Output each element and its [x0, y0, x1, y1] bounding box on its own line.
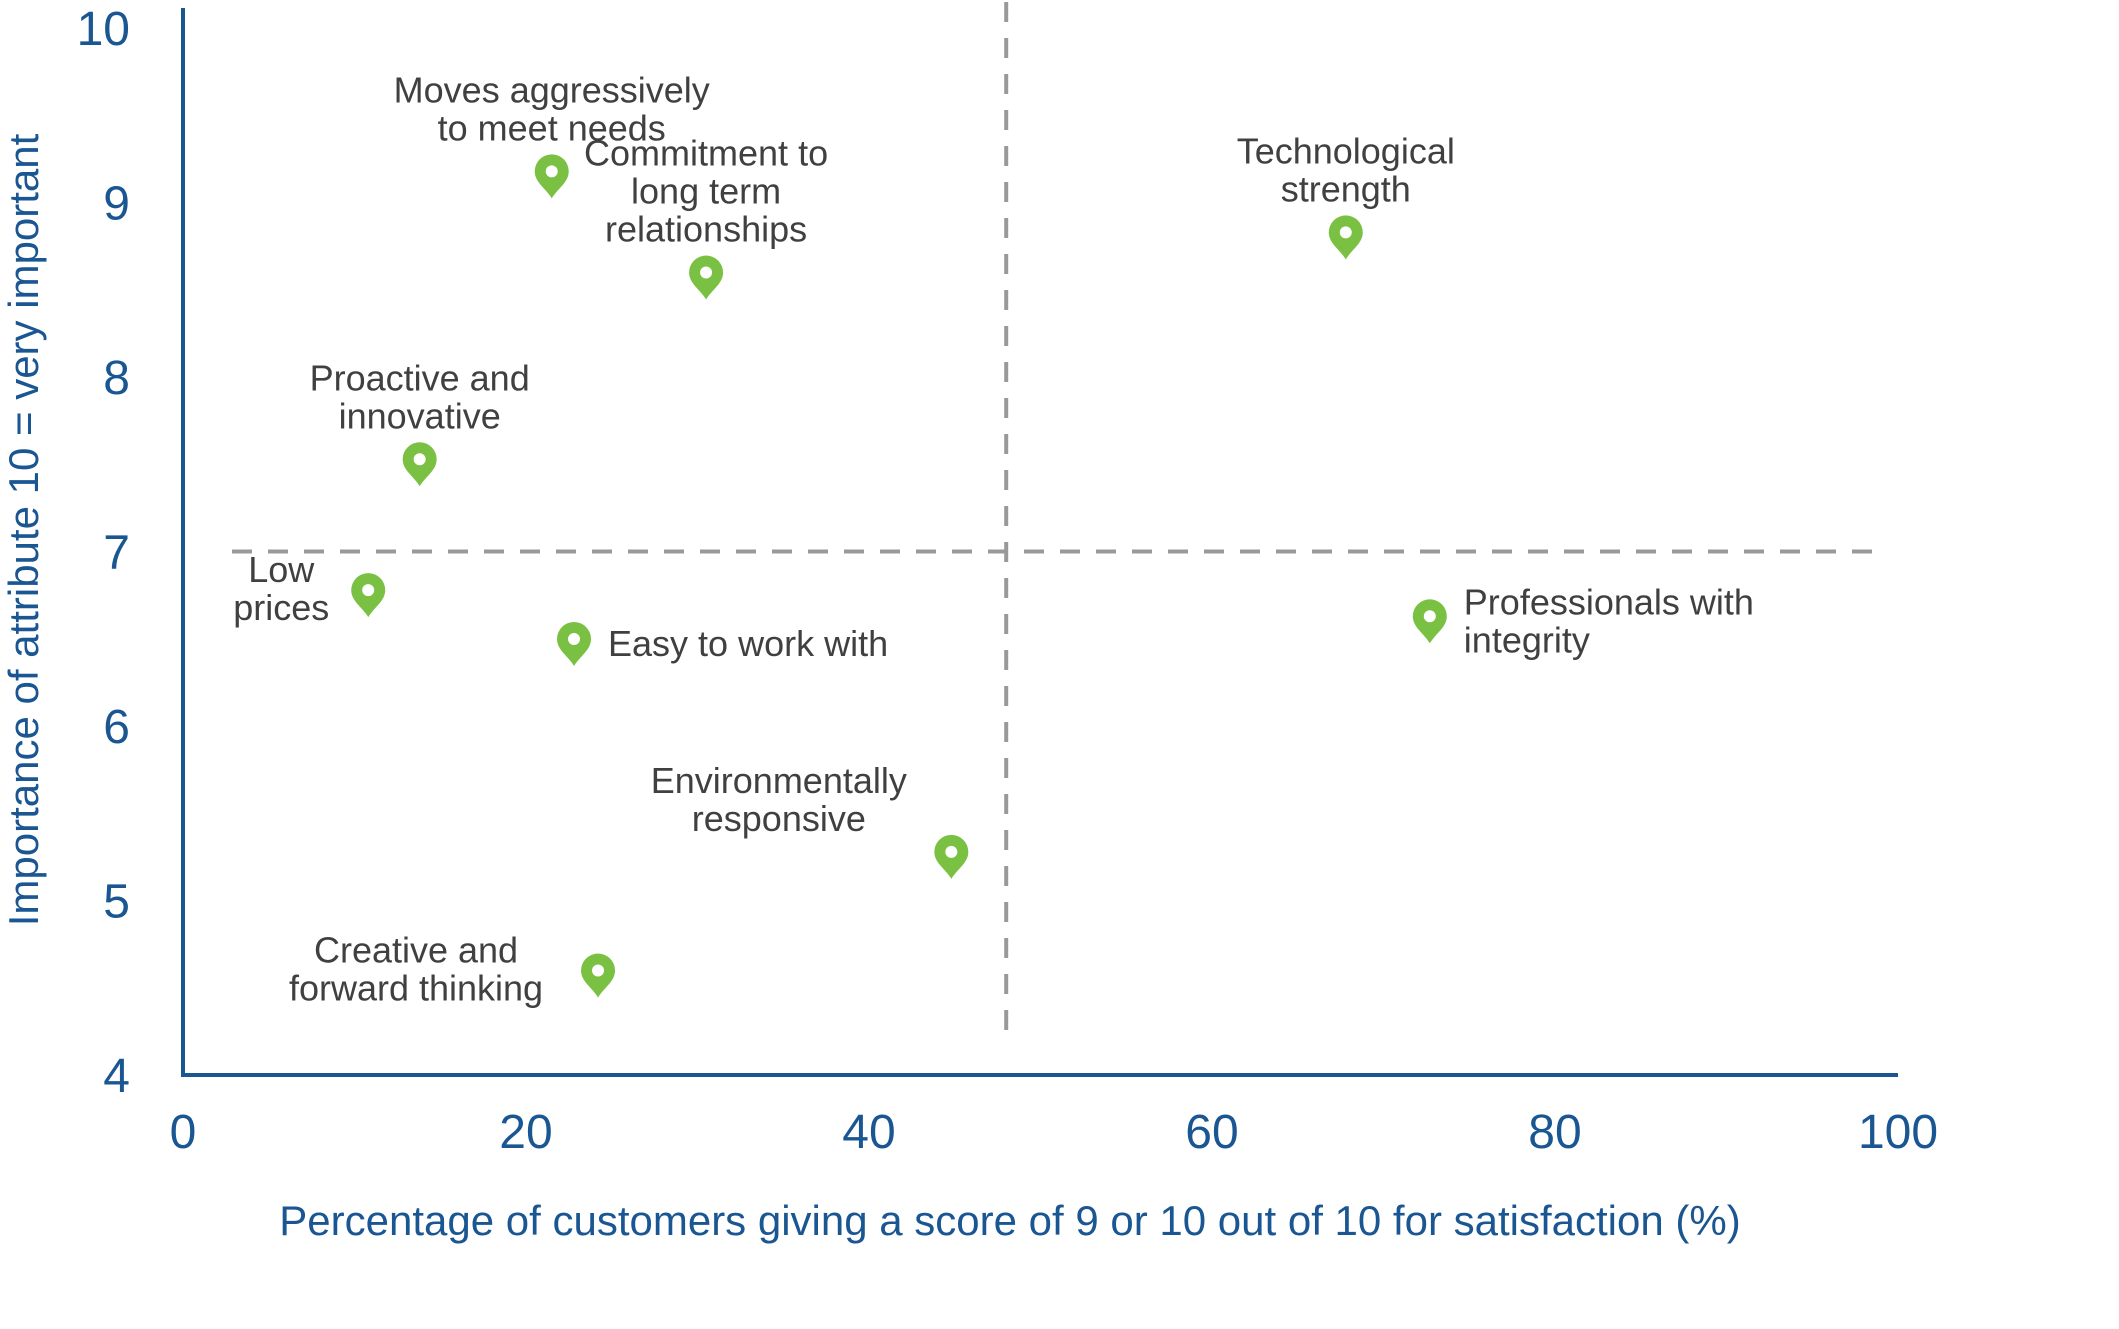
y-tick-label: 9 [103, 178, 130, 231]
point-label: innovative [339, 395, 501, 436]
quadrant-lines [232, 2, 1872, 1040]
y-tick-label: 7 [103, 527, 130, 580]
pin-dot [700, 266, 713, 279]
y-tick-label: 10 [77, 3, 130, 56]
pin-dot [362, 584, 375, 597]
x-tick-label: 40 [842, 1106, 895, 1159]
axes [181, 8, 1898, 1077]
x-tick-label: 80 [1528, 1106, 1581, 1159]
x-tick-label: 20 [499, 1106, 552, 1159]
pin-dot [413, 453, 426, 466]
point-label: Proactive and [310, 357, 530, 398]
y-axis-label: Importance of attribute 10 = very import… [0, 133, 47, 926]
point-label: Easy to work with [608, 623, 888, 664]
pin-dot [1423, 610, 1436, 623]
x-tick-labels: 0 20 40 60 80 100 [170, 1106, 1938, 1159]
point-label: Low [248, 549, 315, 590]
point-label: prices [233, 587, 329, 628]
x-tick-label: 60 [1185, 1106, 1238, 1159]
point-label: integrity [1464, 619, 1590, 660]
pin-dot [592, 964, 605, 977]
point-label: responsive [692, 798, 866, 839]
pin-dot [545, 165, 558, 178]
point-label: to meet needs [438, 107, 666, 148]
point-label: long term [631, 171, 781, 212]
point-label: Moves aggressively [394, 69, 710, 110]
y-tick-label: 8 [103, 352, 130, 405]
pin-dot [568, 632, 581, 645]
x-tick-label: 0 [170, 1106, 197, 1159]
point-label: Technological [1237, 130, 1455, 171]
point-label: Professionals with [1464, 581, 1754, 622]
point-label: Creative and [314, 930, 518, 971]
y-tick-labels: 4 5 6 7 8 9 10 [77, 3, 130, 1103]
point-label: Commitment to [584, 133, 828, 174]
x-tick-label: 100 [1858, 1106, 1938, 1159]
pin-dot [945, 845, 958, 858]
point-label: Environmentally [651, 760, 907, 801]
point-label: strength [1281, 168, 1411, 209]
data-point: Easy to work with [557, 621, 888, 666]
y-tick-label: 6 [103, 701, 130, 754]
pin-dot [1339, 226, 1352, 239]
y-tick-label: 5 [103, 876, 130, 929]
point-label: forward thinking [289, 968, 543, 1009]
point-label: relationships [605, 209, 807, 250]
x-axis-label: Percentage of customers giving a score o… [279, 1197, 1740, 1244]
y-tick-label: 4 [103, 1050, 130, 1103]
